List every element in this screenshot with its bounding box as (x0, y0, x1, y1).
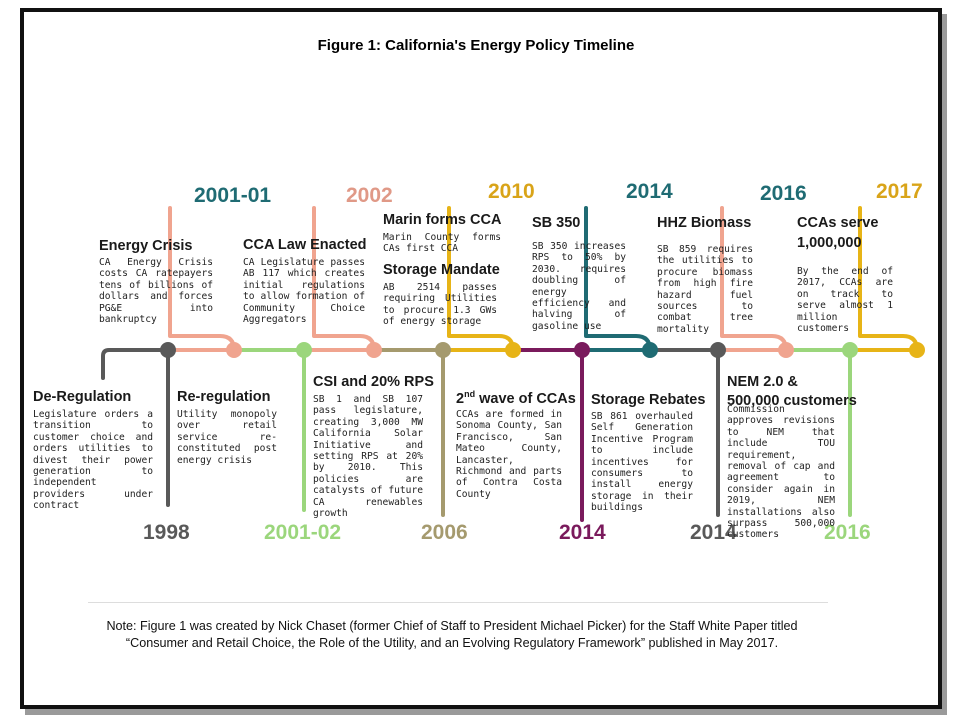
year-2010: 2010 (488, 180, 535, 203)
event-title-storage-rebates: Storage Rebates (591, 392, 706, 408)
event-title-sb350: SB 350 (532, 215, 581, 231)
second-wave-sup: nd (464, 389, 476, 399)
node-2017 (909, 342, 925, 358)
event-title-energy-crisis: Energy Crisis (99, 238, 193, 254)
year-2001-02: 2001-02 (264, 521, 342, 544)
event-body-energy-crisis: CA Energy Crisis costs CA ratepayers ten… (99, 257, 213, 326)
node-2001-01 (226, 342, 242, 358)
event-title-nem-line1: NEM 2.0 & (727, 374, 798, 390)
node-2010 (505, 342, 521, 358)
event-body-marin: Marin County forms CAs first CCA (383, 232, 501, 255)
segment-green-2001-02 (240, 348, 306, 512)
event-body-nem: Commission approves revisions to NEM tha… (727, 404, 835, 541)
segment-gray-1998 (101, 348, 170, 507)
node-2002 (366, 342, 382, 358)
figure-note: Note: Figure 1 was created by Nick Chase… (10, 618, 894, 652)
node-2014-gray (710, 342, 726, 358)
node-2014-plum (574, 342, 590, 358)
year-2016-salmon: 2016 (760, 182, 807, 205)
event-title-ccas-serve-line2: 1,000,000 (797, 235, 862, 251)
event-title-deregulation: De-Regulation (33, 389, 132, 405)
event-body-storage-rebates: SB 861 overhauled Self Generation Incent… (591, 411, 693, 514)
node-2001-02 (296, 342, 312, 358)
event-title-ccas-serve-line1: CCAs serve (797, 215, 879, 231)
year-2014-gray: 2014 (690, 521, 737, 544)
event-title-second-wave: 2nd wave of CCAs (456, 389, 576, 407)
year-2017: 2017 (876, 180, 923, 203)
event-body-storage-mandate: AB 2514 passes requiring Utilities to pr… (383, 282, 497, 328)
segment-gold-2010 (447, 206, 515, 352)
segment-green-2016 (792, 348, 852, 517)
node-2016-salmon (778, 342, 794, 358)
year-2001-01: 2001-01 (194, 184, 272, 207)
figure-title: Figure 1: California's Energy Policy Tim… (317, 37, 635, 54)
event-title-cca-law: CCA Law Enacted (243, 237, 367, 253)
year-2016-green: 2016 (824, 521, 871, 544)
year-2002: 2002 (346, 184, 393, 207)
note-line-1: Note: Figure 1 was created by Nick Chase… (106, 619, 798, 633)
year-1998: 1998 (143, 521, 190, 544)
event-body-sb350: SB 350 increases RPS to 50% by 2030. req… (532, 241, 626, 332)
year-2014-teal: 2014 (626, 180, 673, 203)
figure-frame (20, 8, 942, 709)
event-title-hhz: HHZ Biomass (657, 215, 752, 231)
note-line-2: “Consumer and Retail Choice, the Role of… (125, 636, 779, 650)
event-body-deregulation: Legislature orders a transition to custo… (33, 409, 153, 512)
node-2006 (435, 342, 451, 358)
event-body-csi-rps: SB 1 and SB 107 pass legislature, creati… (313, 394, 423, 520)
event-body-second-wave: CCAs are formed in Sonoma County, San Fr… (456, 409, 562, 500)
year-2014-plum: 2014 (559, 521, 606, 544)
separator-line (88, 602, 828, 603)
segment-plum-2014 (519, 348, 584, 522)
event-body-ccas-serve: By the end of 2017, CCAs are on track to… (797, 266, 893, 335)
segment-olive-2006 (380, 348, 445, 517)
event-body-cca-law: CA Legislature passes AB 117 which creat… (243, 257, 365, 326)
event-title-reregulation: Re-regulation (177, 389, 271, 405)
event-title-storage-mandate: Storage Mandate (383, 262, 500, 278)
event-title-csi-rps: CSI and 20% RPS (313, 374, 434, 390)
node-2014-teal (642, 342, 658, 358)
event-title-nem-line2: 500,000 customers (727, 393, 857, 409)
event-body-hhz: SB 859 requires the utilities to procure… (657, 244, 753, 335)
year-2006: 2006 (421, 521, 468, 544)
node-1998 (160, 342, 176, 358)
second-wave-prefix: 2 (456, 390, 465, 407)
event-title-marin: Marin forms CCA (383, 212, 502, 228)
node-2016-green (842, 342, 858, 358)
second-wave-rest: wave of CCAs (475, 390, 576, 407)
segment-gray-2014 (656, 348, 720, 517)
event-body-reregulation: Utility monopoly over retail service re-… (177, 409, 277, 466)
